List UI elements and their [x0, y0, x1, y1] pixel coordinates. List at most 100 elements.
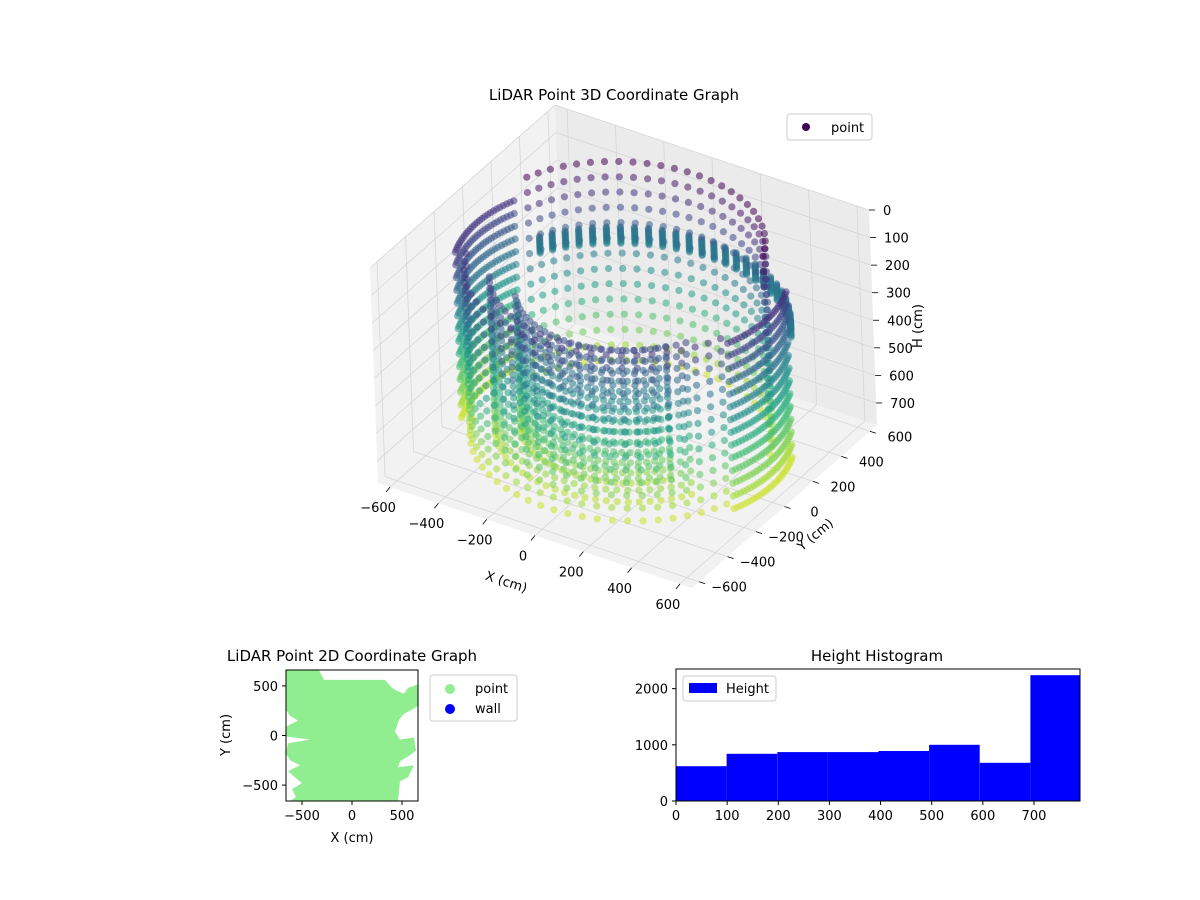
chart-2d-title: LiDAR Point 2D Coordinate Graph — [227, 647, 477, 665]
chart-2d-xlabel: X (cm) — [331, 831, 374, 846]
point-3d — [621, 453, 629, 461]
point-3d — [527, 295, 535, 303]
point-3d — [645, 474, 654, 482]
point-3d — [787, 333, 795, 341]
point-3d — [634, 390, 642, 398]
point-3d — [525, 234, 533, 242]
point-3d — [490, 302, 498, 310]
point-3d — [475, 361, 483, 369]
point-3d — [573, 160, 581, 168]
point-3d — [744, 216, 752, 224]
point-3d — [673, 225, 681, 233]
point-3d — [758, 222, 766, 230]
point-3d — [581, 493, 589, 502]
point-3d — [687, 479, 695, 487]
point-3d — [473, 310, 481, 319]
chart-2d-legend-marker-wall — [445, 704, 455, 714]
point-3d — [591, 451, 599, 459]
point-3d — [705, 365, 713, 373]
point-3d — [666, 425, 674, 433]
point-3d — [633, 280, 642, 288]
point-3d — [600, 438, 608, 446]
point-3d — [709, 238, 717, 246]
point-3d — [720, 258, 729, 266]
point-3d — [499, 383, 507, 391]
point-3d — [684, 183, 692, 191]
point-3d — [750, 223, 758, 231]
point-3d — [493, 308, 501, 316]
point-3d — [591, 464, 599, 472]
point-3d — [685, 214, 693, 222]
point-3d — [471, 404, 479, 413]
point-3d — [647, 266, 655, 274]
grid-z-back — [561, 270, 876, 376]
point-3d — [687, 275, 695, 283]
point-3d — [645, 205, 653, 213]
point-3d — [619, 358, 627, 366]
point-3d — [537, 501, 545, 509]
point-3d — [660, 238, 668, 246]
x-tick — [675, 583, 681, 590]
point-3d — [600, 427, 608, 435]
point-3d — [613, 498, 621, 506]
point-3d — [665, 400, 673, 408]
point-3d — [483, 407, 491, 415]
point-3d — [531, 361, 540, 369]
histogram-bar — [726, 753, 778, 801]
point-3d — [635, 402, 643, 410]
point-3d — [744, 231, 753, 239]
point-3d — [603, 376, 611, 384]
point-3d — [497, 313, 505, 321]
point-3d — [650, 401, 658, 409]
grid-y-left — [433, 211, 443, 427]
point-3d — [644, 175, 652, 183]
point-3d — [696, 483, 705, 491]
point-3d — [603, 234, 612, 242]
point-3d — [531, 419, 540, 427]
y-tick-label: 400 — [859, 455, 884, 470]
point-3d — [569, 456, 577, 464]
point-3d — [548, 211, 556, 219]
point-3d — [461, 274, 469, 282]
point-3d — [707, 415, 715, 424]
point-3d — [480, 343, 488, 351]
point-3d — [606, 310, 614, 318]
point-3d — [539, 291, 547, 299]
point-3d — [604, 249, 612, 257]
point-3d — [588, 189, 596, 197]
point-3d — [653, 478, 661, 486]
point-3d — [578, 297, 586, 305]
point-3d — [474, 349, 482, 357]
point-3d — [635, 311, 643, 319]
histogram-legend: Height — [682, 675, 777, 702]
point-3d — [678, 372, 686, 380]
point-3d — [524, 484, 532, 492]
point-3d — [560, 477, 568, 485]
point-3d — [747, 307, 756, 315]
point-3d — [693, 407, 702, 415]
x-tick-label: 600 — [656, 598, 681, 613]
point-3d — [456, 363, 464, 371]
x-tick-label: −500 — [284, 809, 320, 824]
point-3d — [537, 353, 545, 361]
point-3d — [590, 438, 598, 446]
point-3d — [590, 265, 599, 273]
grid-y-left — [376, 261, 386, 477]
point-3d — [603, 239, 611, 247]
point-3d — [569, 444, 577, 453]
point-3d — [564, 300, 573, 308]
point-3d — [489, 363, 497, 371]
point-3d — [501, 307, 509, 315]
point-3d — [535, 184, 543, 192]
point-3d — [490, 389, 498, 397]
point-3d — [540, 435, 549, 443]
point-3d — [470, 366, 478, 374]
point-3d — [718, 373, 726, 381]
point-3d — [622, 466, 630, 474]
point-3d — [509, 389, 517, 397]
point-3d — [672, 210, 680, 218]
point-3d — [551, 303, 560, 311]
point-3d — [547, 417, 555, 425]
point-3d — [523, 173, 531, 181]
point-3d — [608, 358, 616, 366]
